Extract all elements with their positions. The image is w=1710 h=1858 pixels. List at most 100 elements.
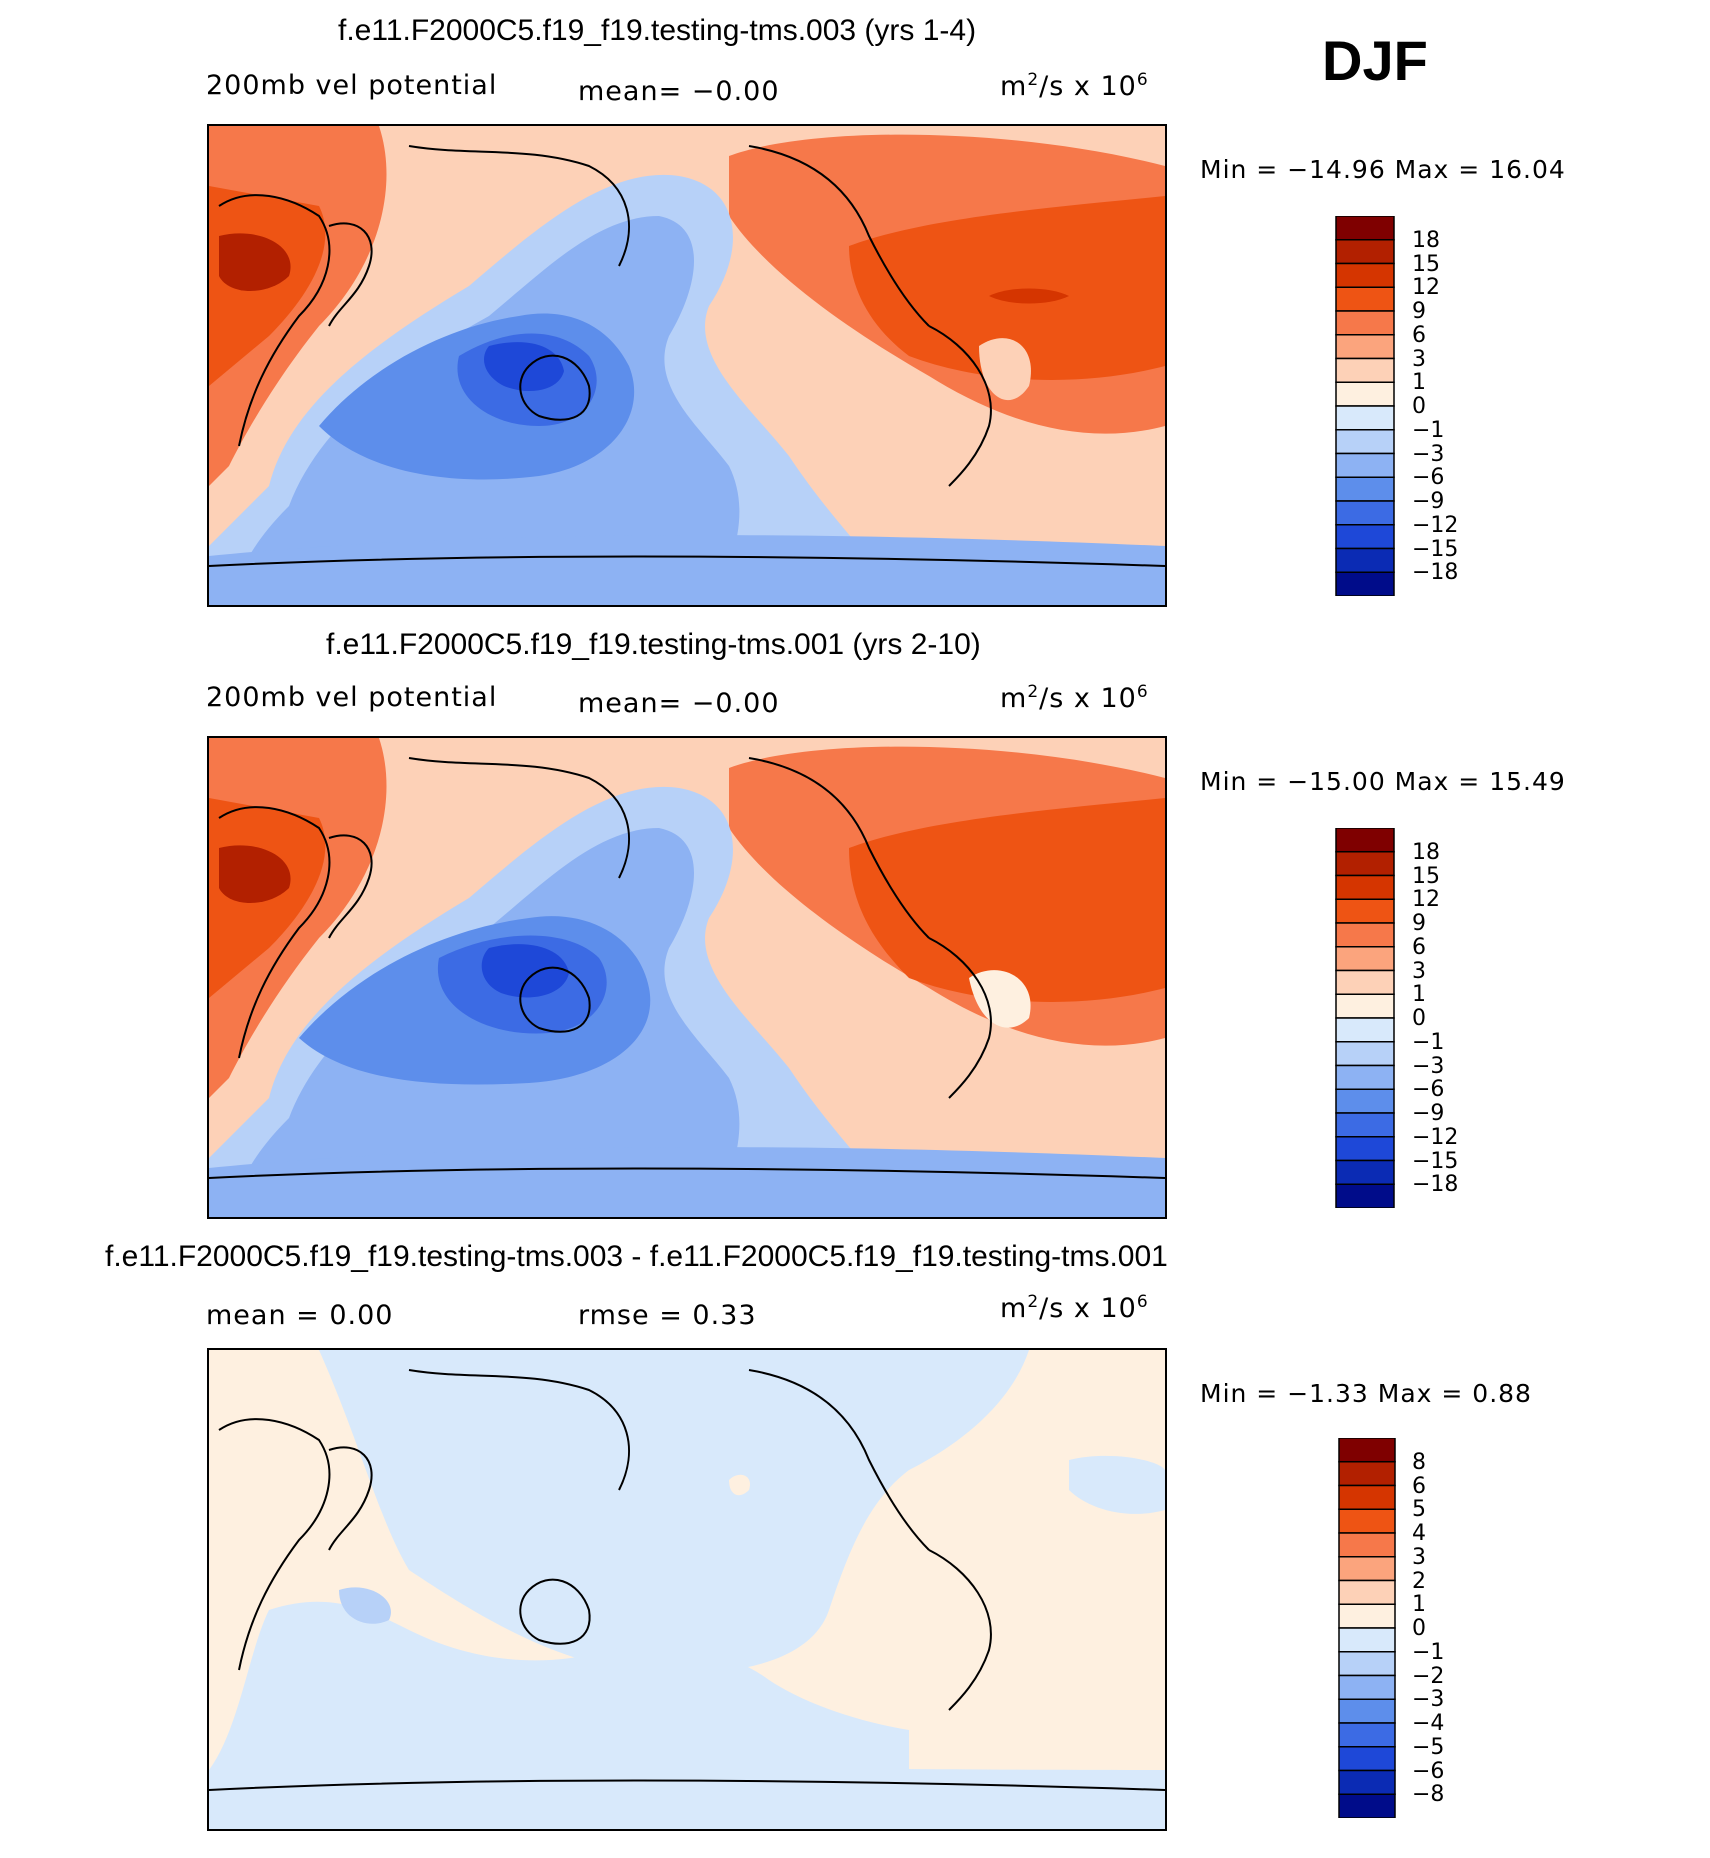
colorbar-swatch <box>1338 1769 1396 1795</box>
panel-1-units: m2/s x 106 <box>1000 70 1149 102</box>
colorbar-tick-label: −4 <box>1412 1711 1445 1736</box>
colorbar-swatch <box>1335 239 1395 265</box>
colorbar-tick-label: 4 <box>1412 1521 1426 1546</box>
colorbar-swatch <box>1335 946 1395 972</box>
colorbar-tick-label: 3 <box>1412 346 1426 372</box>
colorbar-swatch <box>1338 1437 1396 1463</box>
colorbar-tick-label: 0 <box>1412 1616 1426 1641</box>
panel-3-colorbar-swatches <box>1338 1437 1396 1819</box>
colorbar-tick-label: −18 <box>1412 560 1459 586</box>
colorbar-swatch <box>1335 1041 1395 1067</box>
colorbar-tick-label: 15 <box>1412 863 1440 889</box>
colorbar-tick-label: 12 <box>1412 887 1440 913</box>
colorbar-tick-label: 18 <box>1412 839 1440 865</box>
colorbar-swatch <box>1335 1088 1395 1114</box>
colorbar-tick-label: −1 <box>1412 1639 1445 1665</box>
panel-2-colorbar <box>1335 827 1395 1209</box>
colorbar-swatch <box>1335 571 1395 597</box>
colorbar-tick-label: −12 <box>1412 512 1459 538</box>
colorbar-swatch <box>1335 922 1395 948</box>
colorbar-swatch <box>1335 215 1395 241</box>
panel-2-minmax: Min = −15.00 Max = 15.49 <box>1200 767 1566 796</box>
colorbar-swatch <box>1335 851 1395 877</box>
colorbar-swatch <box>1338 1651 1396 1677</box>
colorbar-swatch <box>1338 1746 1396 1772</box>
colorbar-tick-label: 5 <box>1412 1497 1426 1523</box>
colorbar-swatch <box>1338 1674 1396 1700</box>
colorbar-tick-label: 8 <box>1412 1449 1426 1475</box>
panel-3-mean-label: mean = 0.00 <box>206 1300 394 1331</box>
colorbar-tick-label: 12 <box>1412 275 1440 301</box>
colorbar-tick-label: 9 <box>1412 911 1426 936</box>
colorbar-tick-label: 3 <box>1412 1544 1426 1570</box>
colorbar-tick-label: −1 <box>1412 1029 1445 1055</box>
colorbar-tick-label: 1 <box>1412 982 1426 1008</box>
panel-1-colorbar <box>1335 215 1395 597</box>
panel-3-map <box>207 1348 1167 1831</box>
colorbar-swatch <box>1335 827 1395 853</box>
colorbar-swatch <box>1335 524 1395 550</box>
panel-2-contour-field <box>209 738 1165 1217</box>
colorbar-swatch <box>1335 1159 1395 1185</box>
colorbar-swatch <box>1335 547 1395 573</box>
panel-1-mean-label: mean= −0.00 <box>578 76 780 107</box>
panel-2-title: f.e11.F2000C5.f19_f19.testing-tms.001 (y… <box>326 628 981 661</box>
colorbar-tick-label: 0 <box>1412 1006 1426 1031</box>
season-label: DJF <box>1322 29 1428 92</box>
colorbar-tick-label: −6 <box>1412 1077 1445 1103</box>
colorbar-tick-label: −9 <box>1412 489 1445 514</box>
colorbar-tick-label: 0 <box>1412 394 1426 419</box>
colorbar-swatch <box>1335 969 1395 995</box>
panel-1-title: f.e11.F2000C5.f19_f19.testing-tms.003 (y… <box>338 14 977 47</box>
colorbar-tick-label: 3 <box>1412 958 1426 984</box>
colorbar-tick-label: −15 <box>1412 1148 1459 1174</box>
colorbar-swatch <box>1335 357 1395 383</box>
colorbar-tick-label: 2 <box>1412 1568 1426 1594</box>
colorbar-tick-label: −2 <box>1412 1663 1445 1689</box>
colorbar-swatch <box>1338 1603 1396 1629</box>
panel-3-units: m2/s x 106 <box>1000 1292 1149 1324</box>
colorbar-tick-label: 6 <box>1412 934 1426 960</box>
colorbar-swatch <box>1338 1698 1396 1724</box>
colorbar-swatch <box>1335 262 1395 288</box>
panel-3-contour-field <box>209 1350 1165 1829</box>
colorbar-swatch <box>1338 1532 1396 1558</box>
colorbar-tick-label: −8 <box>1412 1782 1445 1808</box>
colorbar-swatch <box>1338 1484 1396 1510</box>
colorbar-swatch <box>1335 1017 1395 1043</box>
colorbar-swatch <box>1335 1183 1395 1209</box>
colorbar-swatch <box>1335 874 1395 900</box>
colorbar-tick-label: −1 <box>1412 417 1445 443</box>
panel-2-colorbar-swatches <box>1335 827 1395 1209</box>
colorbar-tick-label: −15 <box>1412 536 1459 562</box>
colorbar-tick-label: 1 <box>1412 370 1426 396</box>
colorbar-swatch <box>1335 381 1395 407</box>
panel-2-mean-label: mean= −0.00 <box>578 688 780 719</box>
colorbar-tick-label: 1 <box>1412 1592 1426 1618</box>
panel-3-minmax: Min = −1.33 Max = 0.88 <box>1200 1379 1532 1408</box>
colorbar-swatch <box>1335 334 1395 360</box>
panel-1-minmax: Min = −14.96 Max = 16.04 <box>1200 155 1566 184</box>
colorbar-swatch <box>1335 452 1395 478</box>
panel-2-map <box>207 736 1167 1219</box>
panel-1-contour-field <box>209 126 1165 605</box>
colorbar-tick-label: −9 <box>1412 1101 1445 1126</box>
colorbar-tick-label: 15 <box>1412 251 1440 277</box>
colorbar-tick-label: −6 <box>1412 465 1445 491</box>
colorbar-swatch <box>1338 1508 1396 1534</box>
colorbar-tick-label: −18 <box>1412 1172 1459 1198</box>
panel-3-colorbar <box>1338 1437 1396 1819</box>
colorbar-tick-label: −3 <box>1412 441 1445 467</box>
colorbar-swatch <box>1335 286 1395 312</box>
colorbar-swatch <box>1338 1556 1396 1582</box>
colorbar-swatch <box>1335 993 1395 1019</box>
panel-1-map <box>207 124 1167 607</box>
panel-2-units: m2/s x 106 <box>1000 682 1149 714</box>
colorbar-swatch <box>1335 500 1395 526</box>
colorbar-swatch <box>1338 1722 1396 1748</box>
colorbar-swatch <box>1338 1579 1396 1605</box>
colorbar-tick-label: 6 <box>1412 1473 1426 1499</box>
colorbar-swatch <box>1335 310 1395 336</box>
colorbar-tick-label: −12 <box>1412 1124 1459 1150</box>
colorbar-tick-label: −3 <box>1412 1687 1445 1713</box>
